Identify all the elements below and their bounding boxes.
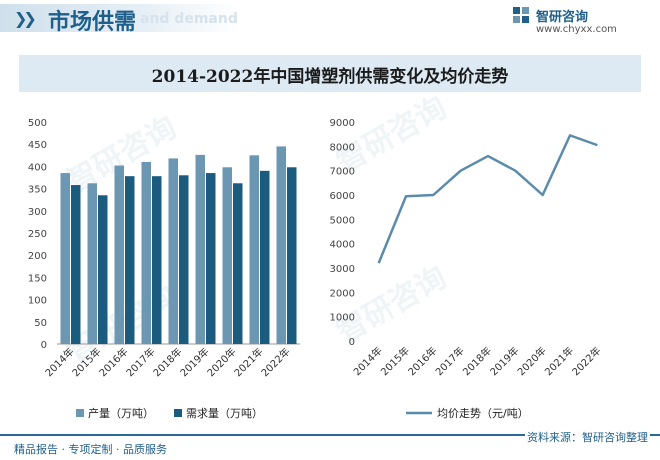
bar-y-tick-label: 500 — [28, 118, 47, 129]
header-band — [0, 4, 240, 32]
bar-x-tick-label: 2022年 — [258, 345, 292, 379]
bar-y-tick-label: 250 — [28, 229, 47, 240]
bar-demand — [233, 183, 243, 344]
bar-y-tick-label: 450 — [28, 140, 47, 151]
section-title: 市场供需 — [48, 10, 137, 35]
legend-swatch-demand — [174, 409, 182, 417]
bar-demand — [71, 185, 81, 344]
bar-production — [141, 161, 151, 344]
legend-label-price: 均价走势（元/吨） — [437, 407, 529, 420]
bar-demand — [125, 176, 135, 344]
bar-production — [168, 158, 178, 344]
line-x-tick-label: 2022年 — [569, 344, 603, 378]
line-x-tick-label: 2020年 — [515, 344, 549, 378]
data-source: 资料来源：智研咨询整理 — [525, 429, 650, 445]
bar-y-tick-label: 400 — [28, 162, 47, 173]
bar-y-tick-label: 350 — [28, 185, 47, 196]
bar-production — [276, 146, 286, 344]
bar-x-tick-label: 2019年 — [177, 345, 211, 379]
line-x-tick-label: 2021年 — [542, 344, 576, 378]
chevron-right-icon: ❯❯ — [14, 9, 37, 28]
footer: 精品报告 · 专项定制 · 品质服务 资料来源：智研咨询整理 — [0, 428, 660, 460]
bar-y-tick-label: 100 — [28, 296, 47, 307]
section-subtitle-ghost: and demand — [140, 11, 238, 27]
bar-y-tick-label: 50 — [34, 318, 47, 329]
line-x-tick-label: 2015年 — [378, 344, 412, 378]
bar-y-tick-label: 200 — [28, 251, 47, 262]
line-y-tick-label: 1000 — [330, 313, 355, 324]
bar-x-tick-label: 2016年 — [96, 345, 130, 379]
legend-swatch-production — [76, 409, 84, 417]
legend-label-demand: 需求量（万吨） — [186, 407, 263, 420]
bar-production — [249, 155, 259, 344]
zhiyan-logo-icon — [513, 7, 529, 23]
bar-demand — [179, 175, 189, 344]
bar-x-tick-label: 2017年 — [123, 345, 157, 379]
bar-demand — [152, 176, 162, 344]
line-x-tick-label: 2016年 — [405, 344, 439, 378]
line-x-tick-label: 2017年 — [433, 344, 467, 378]
bar-production — [60, 173, 70, 344]
line-series-price — [377, 134, 598, 264]
bar-x-tick-label: 2015年 — [69, 345, 103, 379]
line-y-tick-label: 4000 — [330, 240, 355, 251]
footer-slogan: 精品报告 · 专项定制 · 品质服务 — [14, 443, 167, 456]
line-y-tick-label: 3000 — [330, 264, 355, 275]
line-y-tick-label: 0 — [349, 337, 355, 348]
bar-production — [87, 183, 97, 344]
bar-x-tick-label: 2014年 — [42, 345, 76, 379]
brand-url: www.chyxx.com — [536, 24, 617, 35]
brand: 智研咨询 www.chyxx.com — [512, 4, 642, 38]
line-x-tick-label: 2019年 — [487, 344, 521, 378]
line-y-tick-label: 6000 — [330, 191, 355, 202]
bar-demand — [98, 195, 108, 344]
bar-production — [195, 154, 205, 344]
chart-title-box: 2014-2022年中国增塑剂供需变化及均价走势 — [19, 55, 641, 92]
line-y-tick-label: 5000 — [330, 215, 355, 226]
line-x-tick-label: 2014年 — [351, 344, 385, 378]
line-y-tick-label: 2000 — [330, 288, 355, 299]
bar-x-tick-label: 2021年 — [231, 345, 265, 379]
bar-x-tick-label: 2020年 — [204, 345, 238, 379]
line-x-tick-label: 2018年 — [460, 344, 494, 378]
brand-name: 智研咨询 — [536, 10, 589, 25]
bar-y-tick-label: 300 — [28, 207, 47, 218]
chart-title: 2014-2022年中国增塑剂供需变化及均价走势 — [151, 67, 509, 87]
header: ❯❯ 市场供需 and demand 智研咨询 www.chyxx.com — [0, 0, 660, 36]
bar-demand — [206, 173, 216, 344]
bar-production — [222, 167, 232, 344]
bar-x-tick-label: 2018年 — [150, 345, 184, 379]
line-y-tick-label: 8000 — [330, 142, 355, 153]
bar-demand — [260, 170, 270, 344]
legend-label-production: 产量（万吨） — [88, 406, 154, 420]
bar-production — [114, 165, 124, 344]
bar-y-tick-label: 150 — [28, 273, 47, 284]
footer-divider — [0, 434, 660, 436]
bar-demand — [287, 167, 297, 344]
bar-y-tick-label: 0 — [41, 340, 47, 351]
line-y-tick-label: 9000 — [330, 118, 355, 129]
line-y-tick-label: 7000 — [330, 167, 355, 178]
